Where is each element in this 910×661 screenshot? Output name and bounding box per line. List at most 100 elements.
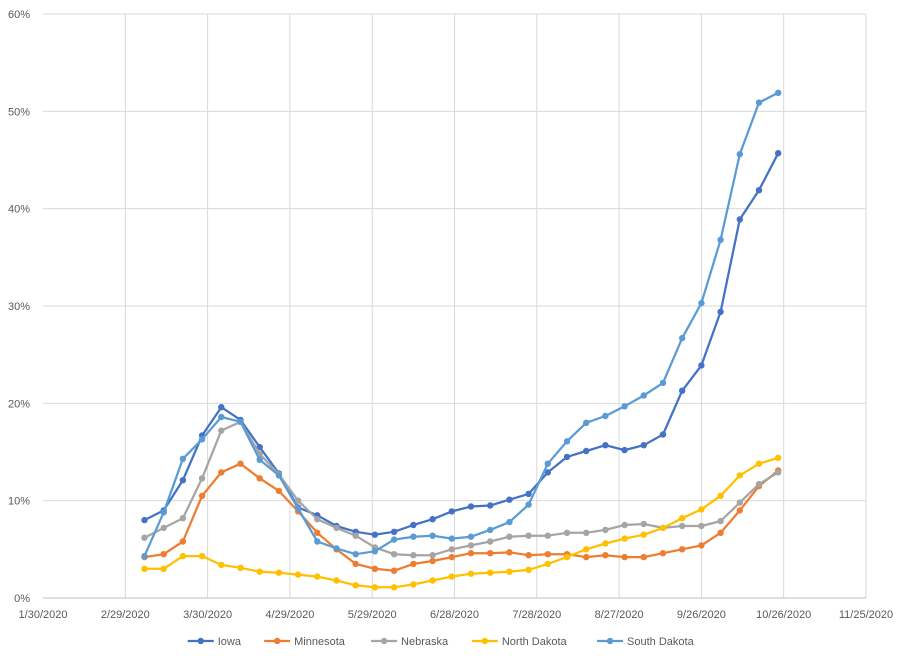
data-point-nebraska (179, 515, 187, 522)
data-point-north-dakota (775, 454, 782, 461)
y-tick-label: 0% (14, 593, 30, 605)
data-point-nebraska (717, 517, 724, 525)
data-point-north-dakota (294, 571, 302, 578)
data-point-minnesota (736, 507, 743, 514)
data-point-south-dakota (602, 412, 609, 420)
data-point-south-dakota (640, 392, 647, 399)
data-point-south-dakota (237, 418, 244, 425)
data-point-minnesota (160, 551, 167, 558)
data-point-nebraska (314, 516, 321, 523)
data-point-nebraska (487, 538, 494, 545)
series-minnesota (141, 460, 782, 574)
legend-item-minnesota: Minnesota (264, 636, 346, 648)
data-point-iowa (429, 516, 436, 523)
data-point-iowa (487, 502, 494, 509)
legend-swatch-marker (380, 637, 388, 645)
data-point-minnesota (679, 546, 686, 553)
legend-label: Minnesota (294, 636, 346, 648)
data-point-north-dakota (275, 569, 283, 576)
data-point-north-dakota (659, 524, 667, 532)
data-point-south-dakota (717, 236, 724, 243)
data-point-north-dakota (179, 552, 187, 560)
data-point-nebraska (160, 524, 167, 532)
data-point-iowa (563, 453, 571, 461)
data-point-south-dakota (371, 548, 379, 555)
data-point-nebraska (429, 552, 436, 559)
data-point-north-dakota (621, 535, 628, 542)
data-point-north-dakota (141, 565, 148, 572)
series-line-minnesota (144, 462, 779, 572)
data-point-north-dakota (256, 568, 263, 575)
data-point-iowa (141, 516, 148, 524)
legend-swatch-marker (606, 637, 614, 645)
data-point-iowa (583, 447, 590, 455)
data-point-minnesota (256, 475, 263, 482)
data-point-south-dakota (544, 460, 551, 467)
data-point-minnesota (218, 469, 225, 476)
y-tick-label: 50% (8, 106, 30, 118)
data-point-north-dakota (736, 472, 743, 479)
series-line-north-dakota (144, 456, 779, 589)
data-point-minnesota (198, 492, 206, 499)
series-group (141, 89, 782, 591)
legend: Iowa Minnesota Nebraska North Dakota South D… (187, 636, 695, 648)
data-point-minnesota (237, 460, 244, 467)
data-point-north-dakota (698, 506, 705, 513)
data-point-south-dakota (179, 455, 187, 462)
data-point-south-dakota (621, 403, 628, 410)
legend-swatch-marker (273, 637, 281, 645)
data-point-iowa (621, 446, 628, 454)
data-point-nebraska (390, 551, 398, 558)
data-point-minnesota (314, 529, 321, 536)
legend-label: Nebraska (401, 636, 449, 648)
data-point-north-dakota (563, 553, 571, 561)
series-nebraska (141, 418, 782, 559)
data-point-north-dakota (679, 515, 686, 522)
series-line-nebraska (143, 420, 779, 557)
x-axis-tick-labels: 1/30/2020 2/29/2020 3/30/2020 4/29/2020 5/29… (19, 609, 894, 621)
legend-item-north-dakota: North Dakota (471, 636, 568, 648)
data-point-south-dakota (160, 509, 167, 516)
data-point-south-dakota (218, 413, 225, 421)
data-point-north-dakota (371, 584, 379, 591)
data-point-north-dakota (717, 492, 724, 499)
data-point-iowa (448, 508, 455, 515)
data-point-north-dakota (218, 561, 225, 569)
y-tick-label: 20% (8, 398, 30, 410)
data-point-south-dakota (679, 334, 686, 342)
data-point-minnesota (506, 549, 513, 556)
data-point-nebraska (544, 532, 551, 539)
data-point-south-dakota (314, 538, 321, 545)
legend-item-nebraska: Nebraska (371, 636, 449, 648)
data-point-minnesota (659, 550, 667, 557)
data-point-iowa (467, 503, 475, 510)
x-tick-label: 7/28/2020 (512, 609, 561, 621)
legend-label: South Dakota (627, 636, 695, 648)
data-point-iowa (256, 443, 263, 451)
series-south-dakota (141, 89, 782, 560)
data-point-south-dakota (448, 535, 455, 542)
data-point-nebraska (448, 546, 455, 553)
data-point-iowa (179, 477, 187, 484)
data-point-iowa (410, 521, 417, 529)
data-point-south-dakota (659, 379, 667, 387)
legend-swatch-marker (481, 637, 489, 645)
data-point-north-dakota (544, 560, 551, 568)
data-point-south-dakota (563, 438, 571, 445)
data-point-minnesota (371, 565, 379, 572)
data-point-iowa (544, 469, 551, 476)
x-tick-label: 9/26/2020 (677, 609, 726, 621)
data-point-south-dakota (294, 505, 302, 512)
data-point-minnesota (275, 487, 283, 495)
data-point-nebraska (583, 529, 590, 536)
data-point-minnesota (640, 553, 647, 561)
y-tick-label: 10% (8, 496, 30, 508)
data-point-south-dakota (198, 436, 206, 443)
data-point-north-dakota (583, 546, 590, 553)
series-north-dakota (141, 454, 782, 591)
x-tick-label: 11/25/2020 (839, 609, 893, 621)
data-point-iowa (506, 496, 513, 503)
legend-item-iowa: Iowa (187, 636, 242, 648)
data-point-north-dakota (487, 569, 494, 576)
